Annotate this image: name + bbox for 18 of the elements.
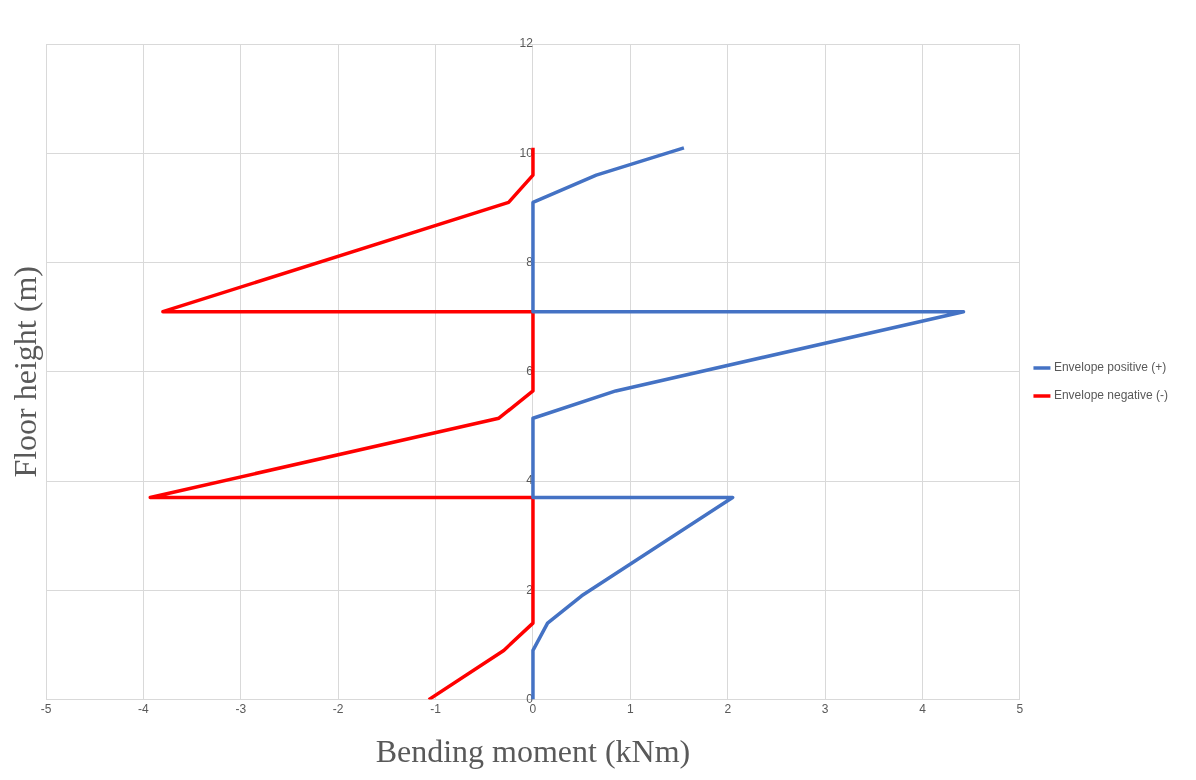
y-tick-label: 12 [519, 36, 534, 51]
x-tick-label: 1 [627, 702, 635, 717]
y-axis-title: Floor height (m) [7, 266, 44, 478]
x-tick-label: 4 [919, 702, 927, 717]
y-tick-label: 2 [526, 582, 534, 597]
x-tick-label: 2 [724, 702, 732, 717]
x-tick-label: 3 [821, 702, 829, 717]
legend-label: Envelope negative (-) [1053, 388, 1169, 403]
x-tick-label: -2 [332, 702, 344, 717]
y-tick-label: 6 [526, 364, 534, 379]
x-tick-label: -3 [235, 702, 247, 717]
x-tick-label: -4 [138, 702, 150, 717]
x-tick-label: -1 [430, 702, 442, 717]
x-axis-title: Bending moment (kNm) [375, 733, 691, 770]
x-tick-label: 5 [1016, 702, 1024, 717]
y-tick-label: 0 [526, 691, 534, 706]
legend-label: Envelope positive (+) [1053, 360, 1167, 375]
x-tick-label: -5 [40, 702, 52, 717]
